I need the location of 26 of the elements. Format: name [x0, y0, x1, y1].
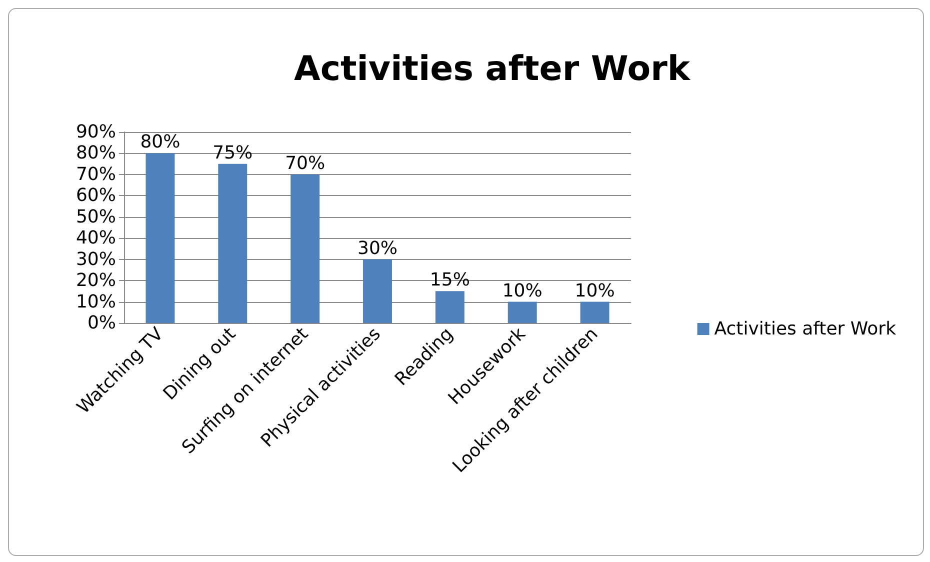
- data-label: 80%: [140, 132, 180, 153]
- y-tick-label: 20%: [76, 270, 116, 292]
- y-tick-label: 60%: [76, 185, 116, 206]
- data-label: 10%: [502, 280, 542, 302]
- y-tick-label: 50%: [76, 206, 116, 228]
- y-tick-label: 40%: [76, 228, 116, 249]
- data-label: 15%: [430, 270, 470, 291]
- bar: [290, 174, 320, 323]
- y-tick-label: 70%: [76, 164, 116, 185]
- y-tick-label: 0%: [87, 312, 116, 334]
- y-tick-label: 30%: [76, 248, 116, 270]
- y-tick-label: 80%: [76, 142, 116, 164]
- data-label: 30%: [357, 238, 398, 259]
- bar: [580, 302, 610, 323]
- bar: [508, 302, 537, 323]
- data-label: 70%: [285, 152, 326, 174]
- data-label: 75%: [212, 142, 253, 164]
- bar: [363, 259, 392, 323]
- chart-title: Activities after Work: [294, 49, 692, 89]
- legend-label: Activities after Work: [714, 318, 897, 340]
- data-label: 10%: [574, 280, 615, 302]
- bar: [218, 164, 248, 323]
- y-tick-label: 90%: [76, 122, 116, 142]
- bar: [435, 291, 464, 323]
- y-tick-label: 10%: [76, 291, 116, 312]
- bar: [146, 153, 175, 323]
